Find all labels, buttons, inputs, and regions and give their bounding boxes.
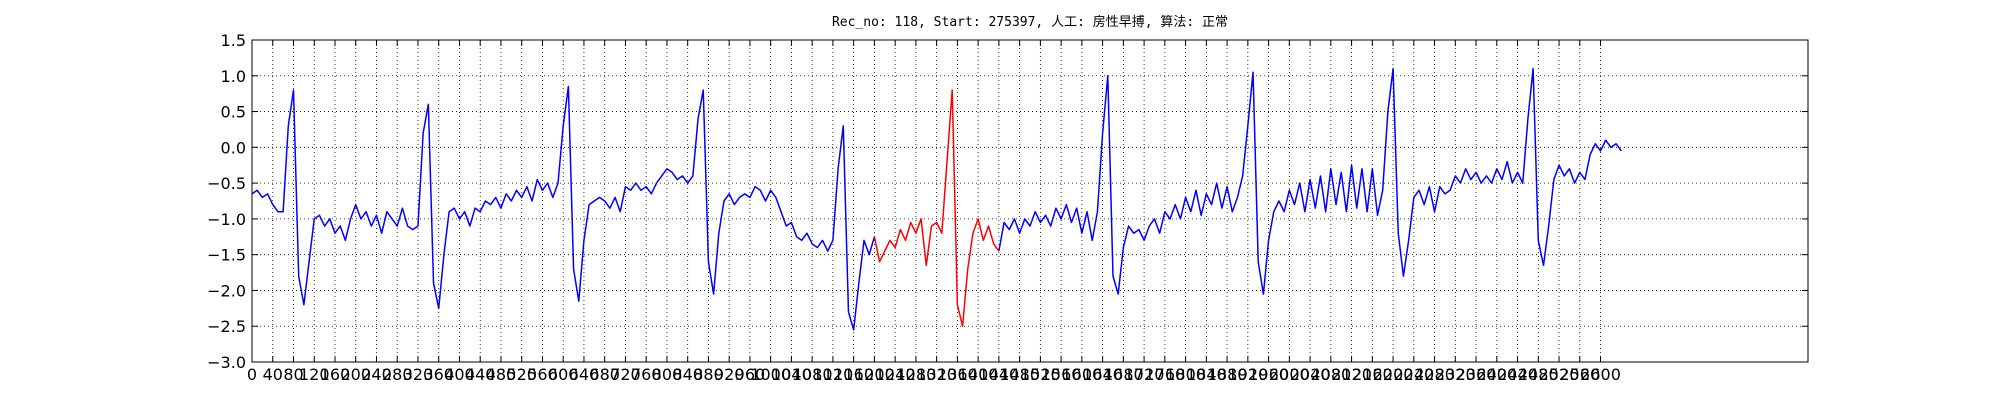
x-tick-label: 2040 <box>1290 365 1331 384</box>
x-tick-label: 40 <box>263 365 283 384</box>
plot-frame <box>251 39 1809 363</box>
x-tick-label: 1680 <box>1103 365 1144 384</box>
x-tick-label: 2080 <box>1310 365 1351 384</box>
x-tick-label: 1720 <box>1124 365 1165 384</box>
x-tick-label: 920 <box>714 365 745 384</box>
x-tick-label: 560 <box>527 365 558 384</box>
x-tick-label: 120 <box>299 365 330 384</box>
x-tick-label: 1920 <box>1227 365 1268 384</box>
y-tick-label: 0.0 <box>221 138 246 157</box>
x-tick-label: 1800 <box>1165 365 1206 384</box>
x-tick-label: 440 <box>465 365 496 384</box>
x-tick-label: 160 <box>320 365 351 384</box>
x-tick-label: 1840 <box>1186 365 1227 384</box>
x-tick-label: 80 <box>283 365 303 384</box>
x-tick-label: 1160 <box>833 365 874 384</box>
x-tick-label: 1280 <box>896 365 937 384</box>
x-tick-label: 2200 <box>1373 365 1414 384</box>
x-tick-label: 360 <box>423 365 454 384</box>
ecg-line <box>251 67 1622 331</box>
x-tick-label: 2600 <box>1580 365 1621 384</box>
y-tick-label: 1.5 <box>221 31 246 50</box>
x-tick-label: 640 <box>569 365 600 384</box>
x-tick-label: 1200 <box>854 365 895 384</box>
x-tick-label: 2120 <box>1331 365 1372 384</box>
x-tick-label: 960 <box>735 365 766 384</box>
x-tick-label: 1560 <box>1041 365 1082 384</box>
x-tick-label: 2320 <box>1435 365 1476 384</box>
x-tick-label: 1360 <box>937 365 978 384</box>
x-tick-label: 2240 <box>1393 365 1434 384</box>
x-tick-label: 2280 <box>1414 365 1455 384</box>
x-tick-label: 240 <box>361 365 392 384</box>
x-tick-label: 1880 <box>1207 365 1248 384</box>
x-tick-label: 2520 <box>1539 365 1580 384</box>
x-tick-label: 1400 <box>958 365 999 384</box>
y-tick-label: −2.0 <box>207 281 246 300</box>
x-tick-label: 1080 <box>792 365 833 384</box>
y-tick-label: −1.5 <box>207 246 246 265</box>
x-tick-label: 1240 <box>875 365 916 384</box>
y-tick-label: 1.0 <box>221 67 246 86</box>
x-tick-label: 520 <box>506 365 537 384</box>
x-tick-label: 760 <box>631 365 662 384</box>
x-tick-label: 1640 <box>1082 365 1123 384</box>
x-tick-label: 480 <box>486 365 517 384</box>
x-tick-label: 720 <box>610 365 641 384</box>
x-tick-label: 320 <box>403 365 434 384</box>
x-tick-label: 1520 <box>1020 365 1061 384</box>
x-tick-label: 2160 <box>1352 365 1393 384</box>
x-tick-label: 280 <box>382 365 413 384</box>
ecg-line <box>873 89 1000 327</box>
y-tick-label: −0.5 <box>207 174 246 193</box>
x-tick-label: 840 <box>672 365 703 384</box>
y-tick-label: −1.0 <box>207 210 246 229</box>
chart-title: Rec_no: 118, Start: 275397, 人工: 房性早搏, 算法… <box>832 14 1228 30</box>
x-tick-label: 400 <box>444 365 475 384</box>
x-tick-label: 200 <box>340 365 371 384</box>
x-tick-label: 2360 <box>1456 365 1497 384</box>
x-tick-label: 1600 <box>1062 365 1103 384</box>
x-tick-label: 1480 <box>999 365 1040 384</box>
x-tick-label: 2440 <box>1497 365 1538 384</box>
x-tick-label: 680 <box>589 365 620 384</box>
x-tick-label: 880 <box>693 365 724 384</box>
y-tick-label: −2.5 <box>207 317 246 336</box>
x-tick-label: 1040 <box>771 365 812 384</box>
x-tick-label: 1000 <box>750 365 791 384</box>
x-tick-label: 1760 <box>1144 365 1185 384</box>
x-tick-label: 2400 <box>1476 365 1517 384</box>
y-tick-label: 0.5 <box>221 103 246 122</box>
x-tick-label: 800 <box>652 365 683 384</box>
x-tick-label: 1320 <box>916 365 957 384</box>
y-tick-label: −3.0 <box>207 353 246 372</box>
x-tick-label: 1960 <box>1248 365 1289 384</box>
x-tick-label: 2480 <box>1518 365 1559 384</box>
x-tick-label: 600 <box>548 365 579 384</box>
x-tick-label: 1440 <box>979 365 1020 384</box>
x-tick-label: 0 <box>247 365 257 384</box>
x-tick-label: 1120 <box>813 365 854 384</box>
x-tick-label: 2560 <box>1559 365 1600 384</box>
x-tick-label: 2000 <box>1269 365 1310 384</box>
